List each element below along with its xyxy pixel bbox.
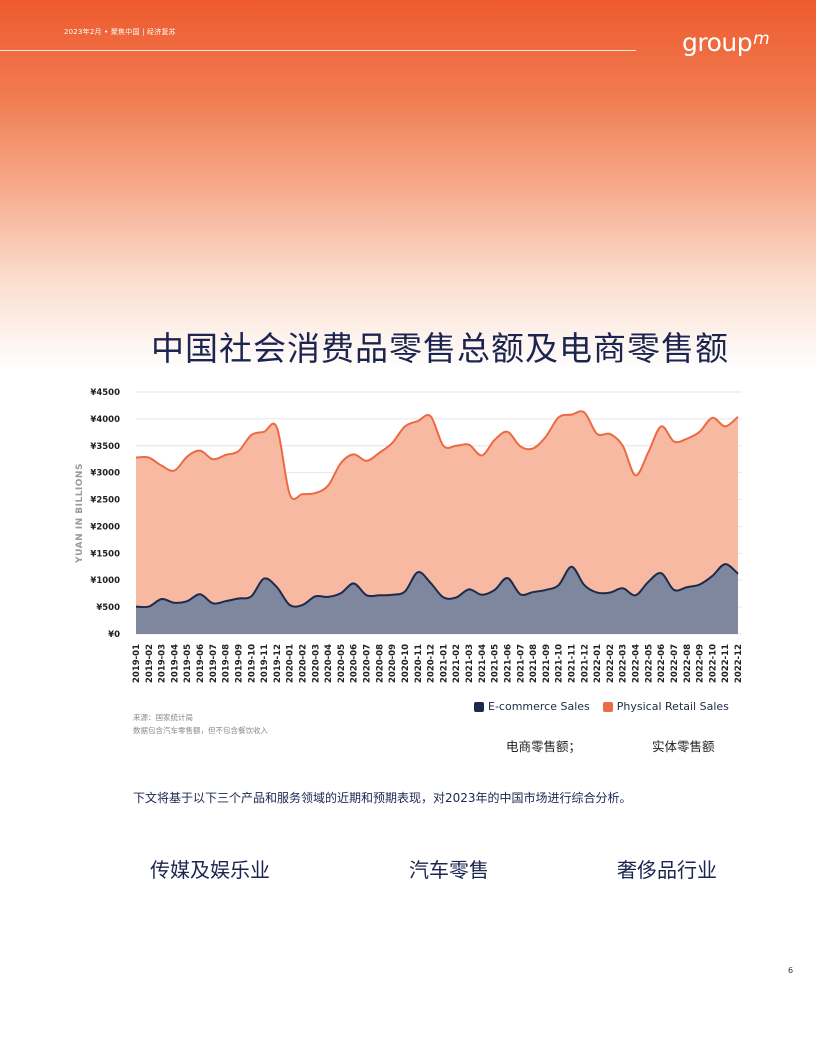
source-scope-line: 数据包含汽车零售额，但不包含餐饮收入	[133, 726, 268, 735]
intro-paragraph: 下文将基于以下三个产品和服务领域的近期和预期表现，对2023年的中国市场进行综合…	[133, 791, 632, 805]
y-tick-label: ¥2500	[90, 496, 120, 506]
area-retail	[136, 411, 738, 634]
x-tick-label: 2022-11	[721, 644, 731, 683]
x-tick-label: 2022-06	[657, 644, 667, 683]
page-number: 6	[788, 966, 794, 975]
x-tick-label: 2021-04	[478, 644, 488, 683]
x-tick-label: 2021-09	[542, 644, 552, 683]
y-tick-label: ¥500	[96, 603, 120, 613]
x-tick-label: 2019-03	[158, 644, 168, 683]
x-tick-label: 2022-03	[619, 644, 629, 683]
source-line: 来源：国家统计局	[133, 713, 193, 722]
x-tick-label: 2020-11	[414, 644, 424, 683]
x-tick-label: 2020-07	[363, 644, 373, 683]
chart-legend: E-commerce Sales Physical Retail Sales	[474, 700, 729, 713]
legend-swatch-retail	[602, 701, 613, 712]
header-divider	[0, 50, 636, 51]
x-tick-label: 2021-02	[452, 644, 462, 683]
x-tick-label: 2020-12	[427, 644, 437, 683]
y-tick-label: ¥1500	[90, 549, 120, 559]
page-title: 中国社会消费品零售总额及电商零售额	[151, 329, 729, 368]
x-tick-label: 2019-12	[273, 644, 283, 683]
x-tick-label: 2022-07	[670, 644, 680, 683]
x-tick-label: 2020-02	[299, 644, 309, 683]
x-tick-label: 2021-06	[503, 644, 513, 683]
x-tick-label: 2022-12	[734, 644, 744, 683]
label-ecommerce-zh: 电商零售额；	[506, 739, 582, 754]
y-tick-label: ¥3000	[90, 469, 120, 479]
y-tick-label: ¥3500	[90, 442, 120, 452]
x-tick-label: 2019-07	[209, 644, 219, 683]
x-tick-label: 2021-03	[465, 644, 475, 683]
retail-sales-chart: ¥0 ¥500 ¥1000 ¥1500 ¥2000 ¥2500 ¥3000 ¥3500 ¥400…	[75, 388, 744, 683]
sector-luxury: 奢侈品行业	[617, 858, 717, 882]
x-tick-label: 2022-02	[606, 644, 616, 683]
x-tick-label: 2020-04	[324, 644, 334, 683]
x-tick-label: 2021-11	[567, 644, 577, 683]
source-note: 来源：国家统计局 数据包含汽车零售额，但不包含餐饮收入	[133, 711, 268, 737]
x-tick-label: 2022-01	[593, 644, 603, 683]
x-tick-label: 2022-08	[683, 644, 693, 683]
x-tick-label: 2021-05	[491, 644, 501, 683]
header-breadcrumb: 2023年2月 • 聚焦中国 | 经济复苏	[64, 28, 176, 36]
groupm-logo: groupm	[682, 28, 770, 57]
x-tick-label: 2020-09	[388, 644, 398, 683]
x-tick-label: 2020-03	[311, 644, 321, 683]
x-tick-label: 2020-08	[375, 644, 385, 683]
y-tick-label: ¥0	[108, 630, 120, 640]
area-ecommerce	[136, 564, 738, 634]
x-tick-label: 2019-04	[170, 644, 180, 683]
line-ecommerce	[135, 563, 739, 609]
x-tick-label: 2021-10	[555, 644, 565, 683]
x-tick-label: 2022-04	[632, 644, 642, 683]
x-tick-label: 2022-09	[696, 644, 706, 683]
y-tick-label: ¥4500	[90, 388, 120, 398]
label-retail-zh: 实体零售额	[652, 739, 715, 754]
legend-label-ecommerce: E-commerce Sales	[488, 700, 590, 713]
y-tick-label: ¥4000	[90, 415, 120, 425]
sector-auto-retail: 汽车零售	[409, 858, 489, 882]
header-gradient	[0, 0, 816, 370]
x-tick-label: 2019-01	[132, 644, 142, 683]
x-tick-label: 2019-09	[234, 644, 244, 683]
x-tick-label: 2020-06	[350, 644, 360, 683]
x-tick-label: 2022-10	[708, 644, 718, 683]
x-tick-label: 2019-11	[260, 644, 270, 683]
legend-swatch-ecommerce	[474, 701, 484, 712]
x-tick-label: 2019-05	[183, 644, 193, 683]
x-tick-label: 2019-10	[247, 644, 257, 683]
x-tick-label: 2019-08	[222, 644, 232, 683]
x-tick-label: 2019-02	[145, 644, 155, 683]
x-tick-label: 2020-01	[286, 644, 296, 683]
x-tick-label: 2020-10	[401, 644, 411, 683]
x-tick-label: 2021-12	[580, 644, 590, 683]
sector-media-entertainment: 传媒及娱乐业	[150, 858, 270, 882]
y-tick-label: ¥2000	[90, 522, 120, 532]
legend-label-retail: Physical Retail Sales	[616, 700, 729, 713]
line-retail	[135, 410, 739, 501]
x-tick-label: 2022-05	[644, 644, 654, 683]
x-tick-label: 2021-07	[516, 644, 526, 683]
x-tick-label: 2019-06	[196, 644, 206, 683]
y-tick-label: ¥1000	[90, 576, 120, 586]
x-tick-label: 2020-05	[337, 644, 347, 683]
x-tick-label: 2021-08	[529, 644, 539, 683]
y-axis-title: YUAN IN BILLIONS	[75, 463, 85, 564]
x-tick-label: 2021-01	[439, 644, 449, 683]
